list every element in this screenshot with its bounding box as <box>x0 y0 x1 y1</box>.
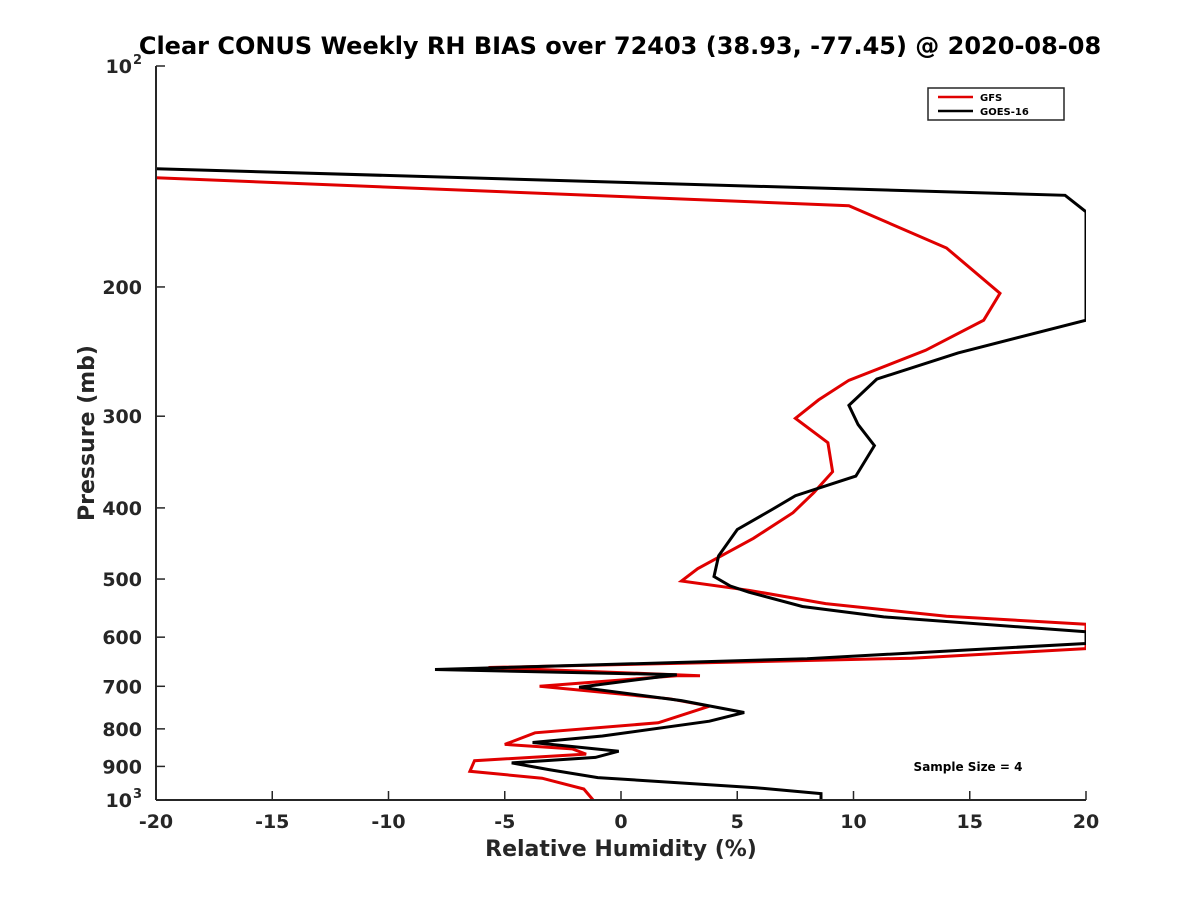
series-line-gfs <box>156 176 1086 800</box>
legend-label-goes16: GOES-16 <box>980 107 1029 118</box>
y-tick-label: 700 <box>102 676 142 698</box>
y-tick-label: 800 <box>102 719 142 741</box>
x-tick-label: -5 <box>494 811 515 833</box>
x-axis-label: Relative Humidity (%) <box>485 837 757 862</box>
x-tick-label: 5 <box>731 811 744 833</box>
y-tick-label: 10 <box>106 56 132 78</box>
x-tick-label: 20 <box>1073 811 1099 833</box>
x-ticks: -20 -15 -10 -5 0 5 10 15 20 <box>139 791 1099 833</box>
x-tick-label: 10 <box>840 811 866 833</box>
y-tick-label: 300 <box>102 406 142 428</box>
y-tick-label: 200 <box>102 277 142 299</box>
plot-area: -20 -15 -10 -5 0 5 10 15 20 10 220030040050060070… <box>102 53 1099 833</box>
legend: GFS GOES-16 <box>927 87 1065 121</box>
sample-size-annotation: Sample Size = 4 <box>914 760 1023 774</box>
y-tick-label: 600 <box>102 627 142 649</box>
series-layer <box>156 167 1086 800</box>
y-tick-exponent: 2 <box>133 53 142 68</box>
y-tick-label: 500 <box>102 569 142 591</box>
x-tick-label: -20 <box>139 811 173 833</box>
chart-title: Clear CONUS Weekly RH BIAS over 72403 (3… <box>139 32 1101 60</box>
y-tick-label: 10 <box>106 790 132 812</box>
y-axis-label: Pressure (mb) <box>75 345 100 521</box>
y-tick-label: 900 <box>102 756 142 778</box>
y-tick-label: 400 <box>102 498 142 520</box>
x-tick-label: 0 <box>614 811 627 833</box>
series-line-goes16 <box>156 167 1086 800</box>
legend-label-gfs: GFS <box>980 93 1002 104</box>
x-tick-label: -15 <box>255 811 289 833</box>
legend-box <box>927 87 1065 121</box>
x-tick-label: 15 <box>957 811 983 833</box>
x-tick-label: -10 <box>371 811 405 833</box>
y-tick-exponent: 3 <box>133 787 142 802</box>
